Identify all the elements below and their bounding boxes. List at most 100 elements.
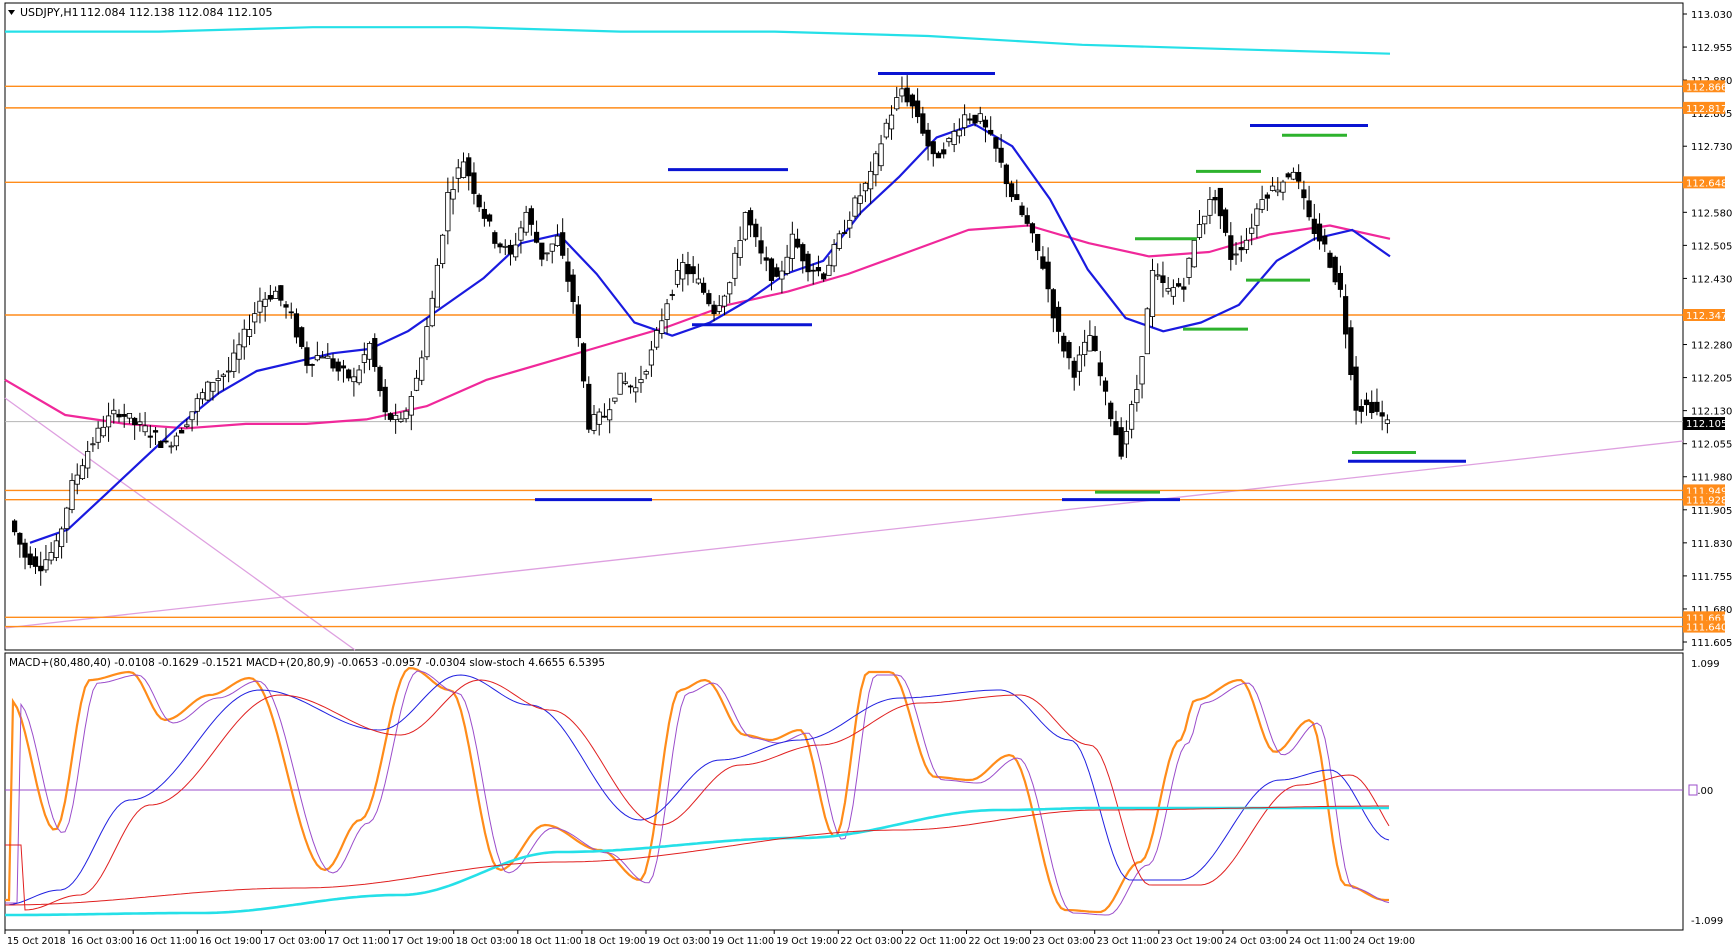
candle-body — [403, 410, 409, 420]
candle-body — [1191, 239, 1197, 268]
candle-body — [419, 357, 425, 381]
candle-body — [1071, 360, 1077, 378]
candle-body — [737, 240, 743, 258]
candle-body — [695, 278, 701, 284]
candle-body — [894, 97, 900, 110]
candle-body — [1113, 421, 1119, 436]
time-tick-label: 24 Oct 11:00 — [1289, 936, 1351, 947]
candle-body — [1082, 341, 1088, 355]
candle-body — [774, 267, 780, 277]
candle-body — [340, 365, 347, 369]
candle-body — [1139, 356, 1145, 385]
candle-body — [1097, 362, 1103, 377]
candle-body — [319, 356, 326, 359]
candle-body — [450, 189, 456, 200]
price-panel-frame — [4, 2, 1684, 651]
candle-body — [116, 413, 122, 418]
candle-body — [408, 396, 414, 416]
candle-body — [179, 429, 185, 434]
candle-body — [821, 273, 827, 280]
candle-body — [1118, 427, 1124, 457]
candle-body — [1353, 366, 1359, 411]
candle-body — [1301, 189, 1307, 199]
candle-body — [810, 269, 816, 272]
time-tick-label: 15 Oct 2018 — [7, 936, 66, 947]
candle-body — [659, 320, 665, 334]
level-tag-label: 112.817 — [1686, 104, 1727, 115]
candle-body — [815, 267, 822, 272]
candle-body — [1155, 274, 1161, 277]
candle-body — [43, 559, 49, 571]
candle-body — [868, 170, 874, 190]
time-tick-label: 23 Oct 03:00 — [1033, 936, 1095, 947]
candle-body — [293, 313, 300, 338]
candle-body — [236, 344, 242, 360]
time-tick-label: 19 Oct 19:00 — [776, 936, 838, 947]
candle-body — [1160, 275, 1166, 284]
candle-body — [398, 418, 404, 422]
candle-body — [533, 231, 540, 243]
level-tag-label: 112.648 — [1686, 178, 1727, 189]
price-tick-label: 112.205 — [1691, 374, 1732, 385]
candle-body — [586, 383, 592, 430]
candle-body — [596, 411, 602, 425]
candle-body — [309, 363, 315, 366]
candle-body — [413, 377, 420, 391]
candle-body — [1348, 327, 1354, 376]
level-tag-label: 112.866 — [1686, 82, 1727, 93]
candle-body — [487, 214, 493, 222]
candle-body — [246, 329, 253, 337]
candle-body — [617, 372, 623, 395]
price-tick-label: 112.280 — [1691, 341, 1732, 352]
candle-body — [1076, 354, 1083, 372]
candle-body — [48, 552, 54, 561]
candle-body — [1343, 296, 1349, 335]
candle-body — [977, 113, 983, 122]
level-tag — [1683, 308, 1725, 321]
dropdown-triangle-icon[interactable] — [8, 10, 15, 15]
candle-body — [126, 413, 133, 419]
price-tick-label: 112.730 — [1691, 142, 1732, 153]
candle-body — [539, 242, 545, 260]
time-tick-label: 17 Oct 19:00 — [392, 936, 454, 947]
symbol-label: USDJPY,H1 — [20, 6, 79, 19]
candle-body — [111, 409, 117, 415]
candle-body — [727, 282, 733, 295]
candle-body — [1296, 171, 1302, 182]
candle-body — [330, 358, 336, 369]
candle-body — [168, 445, 174, 448]
candle-body — [387, 413, 394, 420]
level-tag-label: 111.640 — [1686, 623, 1727, 634]
candle-body — [523, 211, 529, 233]
time-tick-label: 19 Oct 11:00 — [712, 936, 774, 947]
candle-body — [768, 258, 775, 281]
candle-body — [1092, 335, 1098, 352]
time-tick-label: 19 Oct 03:00 — [648, 936, 710, 947]
candle-body — [1222, 209, 1229, 233]
candle-body — [706, 293, 712, 305]
candle-body — [194, 398, 200, 412]
current-price-label: 112.105 — [1686, 419, 1727, 430]
level-tag — [1683, 620, 1725, 633]
candle-body — [685, 263, 691, 275]
horizontal-levels[interactable] — [5, 85, 1683, 628]
zero-marker — [1688, 784, 1698, 796]
candle-body — [481, 208, 487, 219]
candle-body — [1306, 200, 1312, 218]
time-tick-label: 22 Oct 03:00 — [840, 936, 902, 947]
candle-body — [1144, 308, 1150, 355]
candle-body — [1358, 406, 1364, 412]
candle-body — [356, 369, 362, 384]
candle-body — [241, 328, 247, 348]
macd-tick-label: 0.00 — [1691, 786, 1713, 797]
time-tick-label: 22 Oct 11:00 — [904, 936, 966, 947]
candle-body — [648, 349, 655, 366]
candle-body — [899, 88, 905, 97]
candle-body — [513, 244, 519, 258]
candle-body — [1029, 223, 1036, 234]
time-tick-label: 23 Oct 11:00 — [1097, 936, 1159, 947]
candle-body — [262, 298, 268, 307]
candle-body — [121, 413, 127, 417]
candle-body — [372, 338, 378, 367]
